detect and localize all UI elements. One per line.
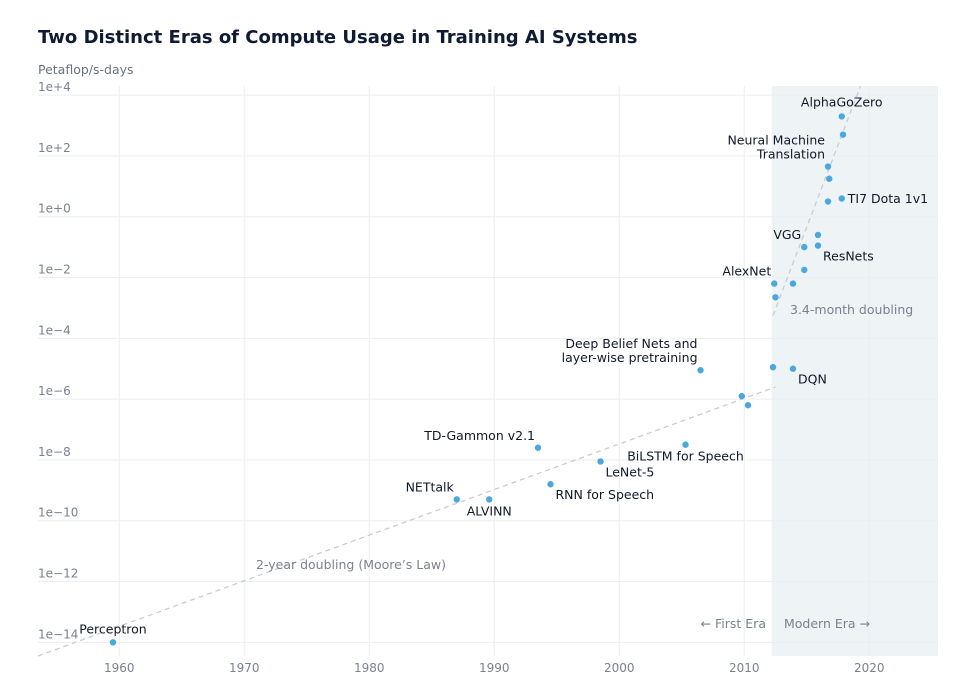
modern-doubling-annotation: 3.4-month doubling (790, 302, 913, 317)
data-point (453, 496, 460, 503)
y-tick-label: 1e+2 (38, 141, 71, 155)
data-point (486, 496, 493, 503)
data-point (824, 198, 832, 205)
x-tick-label: 1980 (354, 661, 385, 675)
data-point (814, 231, 822, 239)
x-tick-label: 2000 (604, 661, 635, 675)
point-label: AlphaGoZero (801, 94, 883, 109)
x-tick-label: 2020 (854, 661, 885, 675)
y-tick-label: 1e−8 (38, 445, 71, 459)
point-label: BiLSTM for Speech (627, 449, 744, 464)
point-label-line: Deep Belief Nets and (565, 336, 697, 351)
point-label-line: Translation (756, 147, 825, 162)
point-label: LeNet-5 (606, 464, 655, 479)
point-label-line: Neural Machine (727, 133, 825, 148)
x-tick-label: 1990 (479, 661, 510, 675)
data-point (772, 294, 779, 301)
point-label-line: layer-wise pretraining (562, 350, 698, 365)
point-label: Neural Machine Translation (727, 133, 825, 162)
point-label: TD-Gammon v2.1 (423, 428, 535, 443)
y-tick-label: 1e−14 (38, 627, 78, 641)
data-point (814, 242, 822, 249)
modern-era-annotation: Modern Era → (784, 616, 870, 631)
data-point (597, 458, 604, 465)
data-point (824, 163, 832, 170)
data-point (697, 367, 704, 374)
data-point (789, 280, 797, 287)
chart-title: Two Distinct Eras of Compute Usage in Tr… (38, 27, 638, 48)
moore-law-annotation: 2-year doubling (Moore’s Law) (256, 557, 446, 572)
data-point (838, 113, 845, 120)
data-point (839, 131, 847, 138)
trend-line (772, 85, 862, 316)
point-label: TI7 Dota 1v1 (847, 191, 928, 206)
y-tick-label: 1e−4 (38, 323, 71, 337)
y-tick-label: 1e−10 (38, 506, 78, 520)
data-point (682, 441, 689, 448)
data-point (109, 639, 117, 646)
x-tick-label: 1960 (104, 661, 135, 675)
point-label: AlexNet (722, 264, 771, 279)
y-tick-label: 1e−12 (38, 567, 78, 581)
point-label: ALVINN (467, 503, 512, 518)
data-point (771, 280, 778, 287)
data-point (744, 402, 752, 409)
trend-line (37, 386, 776, 657)
y-tick-label: 1e+0 (38, 202, 71, 216)
point-label: ResNets (823, 249, 874, 264)
point-label: Deep Belief Nets and layer-wise pretraini… (562, 336, 698, 365)
modern-era-region (771, 86, 938, 656)
point-label: DQN (798, 372, 827, 387)
data-point (769, 364, 777, 371)
data-point (534, 444, 542, 451)
point-label: NETtalk (406, 479, 455, 494)
point-label: VGG (773, 227, 801, 242)
data-point (801, 266, 808, 274)
first-era-annotation: ← First Era (701, 616, 766, 631)
data-point (826, 175, 833, 182)
data-point (789, 365, 797, 372)
data-point (838, 195, 845, 202)
data-point (738, 392, 745, 400)
y-tick-label: 1e−2 (38, 263, 71, 277)
x-tick-label: 1970 (229, 661, 260, 675)
y-axis-label: Petaflop/s-days (38, 62, 134, 77)
data-point (801, 243, 808, 251)
y-tick-label: 1e+4 (38, 80, 71, 94)
point-label: RNN for Speech (556, 487, 655, 502)
point-label: Perceptron (79, 621, 146, 636)
data-point (547, 481, 554, 488)
y-tick-label: 1e−6 (38, 384, 71, 398)
x-tick-label: 2010 (729, 661, 760, 675)
